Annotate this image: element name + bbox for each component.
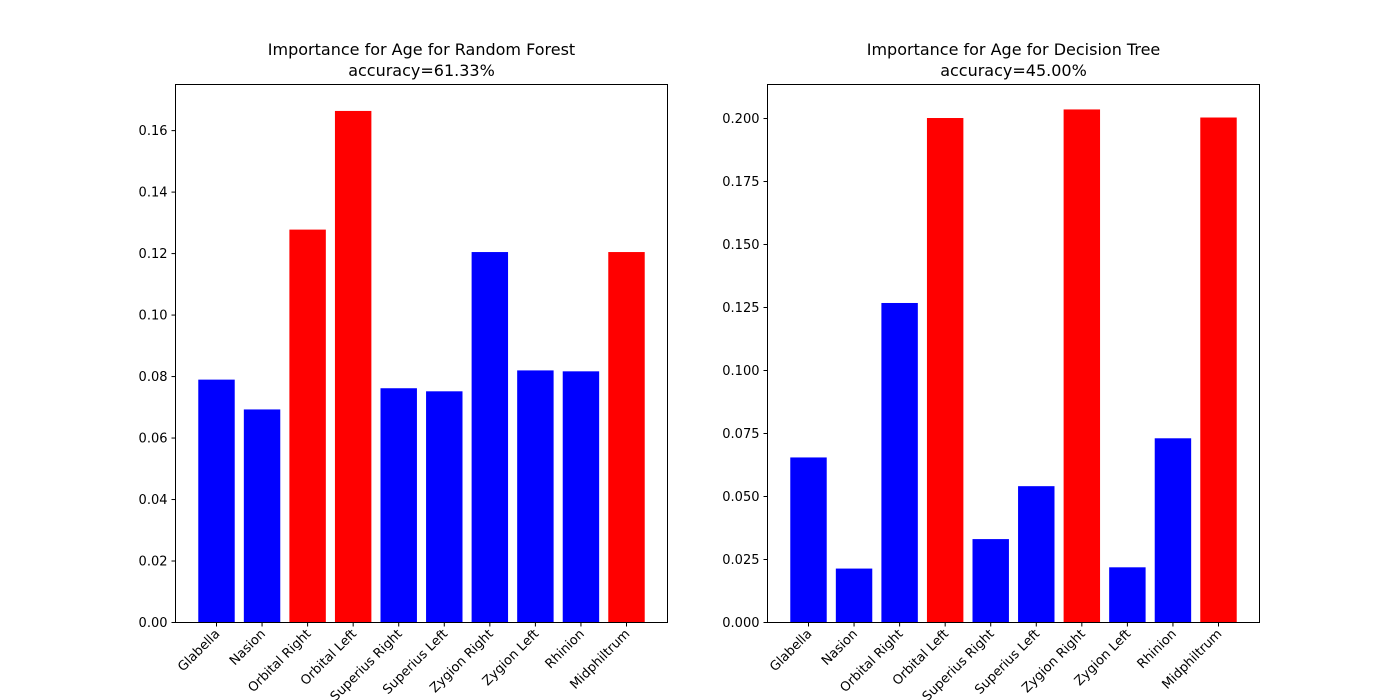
bar-midphiltrum <box>608 252 645 623</box>
bar-zygion-left <box>1109 567 1146 623</box>
bar-orbital-right <box>881 302 918 623</box>
chart-subtitle: accuracy=45.00% <box>940 61 1087 80</box>
chart-title: Importance for Age for Decision Tree <box>867 40 1161 59</box>
bar-nasion <box>243 409 281 623</box>
y-tick-label: 0.025 <box>722 553 759 568</box>
y-tick-label: 0.150 <box>722 238 759 253</box>
bar-group <box>198 110 645 623</box>
plot-frame <box>767 84 1260 623</box>
y-tick-label: 0.000 <box>722 616 759 631</box>
y-tick-label: 0.04 <box>139 493 168 508</box>
bar-group <box>790 109 1237 623</box>
y-tick-label: 0.075 <box>722 427 759 442</box>
y-tick-label: 0.14 <box>139 186 168 201</box>
bar-rhinion <box>562 371 600 623</box>
y-tick-label: 0.06 <box>139 432 168 447</box>
bar-rhinion <box>1154 438 1192 623</box>
y-tick-label: 0.050 <box>722 490 759 505</box>
y-tick-label: 0.125 <box>722 301 759 316</box>
bar-zygion-right <box>1063 109 1101 623</box>
plot-frame <box>175 84 668 623</box>
y-tick-label: 0.00 <box>139 616 168 631</box>
bar-superius-right <box>380 388 417 623</box>
y-axis: 0.000 0.025 0.050 0.075 0.100 0.125 0.150 0.175… <box>722 112 768 631</box>
chart-title: Importance for Age for Random Forest <box>268 40 575 59</box>
y-tick-label: 0.02 <box>139 555 168 570</box>
bar-orbital-right <box>289 229 326 623</box>
bar-glabella <box>790 457 827 623</box>
bar-superius-right <box>972 539 1009 623</box>
y-axis: 0.00 0.02 0.04 0.06 0.08 0.10 0.12 0.14 0.16 <box>139 124 176 631</box>
bar-zygion-right <box>471 252 509 623</box>
y-tick-label: 0.100 <box>722 364 759 379</box>
bar-superius-left <box>426 391 463 623</box>
y-tick-label: 0.12 <box>139 247 168 262</box>
bar-orbital-left <box>926 118 964 623</box>
bar-midphiltrum <box>1200 117 1237 623</box>
bar-zygion-left <box>517 370 554 623</box>
y-tick-label: 0.16 <box>139 124 168 139</box>
bar-superius-left <box>1018 486 1055 623</box>
y-tick-label: 0.10 <box>139 309 168 324</box>
chart-subtitle: accuracy=61.33% <box>348 61 495 80</box>
y-tick-label: 0.175 <box>722 175 759 190</box>
bar-nasion <box>835 568 873 623</box>
bar-glabella <box>198 379 235 623</box>
y-tick-label: 0.200 <box>722 112 759 127</box>
y-tick-label: 0.08 <box>139 370 168 385</box>
bar-orbital-left <box>334 110 372 623</box>
